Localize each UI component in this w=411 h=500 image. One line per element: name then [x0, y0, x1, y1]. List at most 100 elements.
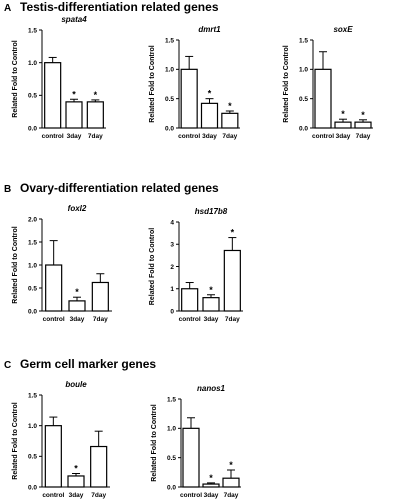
- chart-6-sig-star-2: *: [229, 460, 233, 470]
- chart-6-bar-1: [202, 483, 220, 488]
- chart-1-bar-0: [180, 68, 198, 129]
- chart-4-bar-2: [223, 249, 241, 312]
- chart-1-xtick-label-2: 7day: [222, 133, 237, 140]
- chart-3-ytick-label: 0.0: [28, 308, 37, 315]
- chart-2-sig-star-1: *: [341, 109, 345, 119]
- chart-2-title: soxE: [333, 25, 353, 34]
- section-c-letter: C: [4, 360, 11, 371]
- chart-6-ylabel: Related Fold to Control: [151, 404, 158, 481]
- chart-4-ylabel: Related Fold to Control: [149, 228, 156, 305]
- chart-5-ytick-label: 1.5: [28, 392, 37, 399]
- chart-2-bar-2: [354, 121, 372, 129]
- chart-0-xtick-label-2: 7day: [88, 133, 103, 140]
- chart-0-ytick-label: 1.5: [28, 27, 37, 34]
- chart-2-bar-1: [334, 121, 352, 129]
- chart-0-ytick-label: 0.5: [28, 93, 37, 100]
- chart-2-ytick-label: 1.5: [299, 37, 308, 44]
- chart-4-ytick-label: 1: [170, 286, 174, 293]
- chart-2-ylabel: Related Fold to Control: [283, 45, 290, 122]
- chart-4-xtick-label-0: control: [179, 316, 201, 323]
- chart-6-xtick-label-0: control: [180, 492, 202, 499]
- chart-4-bar-1: [202, 297, 220, 312]
- chart-1-sig-star-1: *: [208, 89, 212, 99]
- chart-3-xtick-label-0: control: [43, 316, 65, 323]
- chart-0-xtick-label-0: control: [42, 133, 64, 140]
- chart-3-title: foxl2: [68, 204, 87, 213]
- chart-6-bar-2: [222, 477, 240, 488]
- chart-2-ytick-label: 0.0: [299, 125, 308, 132]
- chart-5-xtick-label-2: 7day: [91, 492, 106, 499]
- chart-5-ylabel: Related Fold to Control: [12, 402, 19, 479]
- chart-4-xtick-label-2: 7day: [225, 316, 240, 323]
- chart-3-bar-0: [45, 264, 63, 312]
- chart-1-ytick-label: 0.5: [165, 96, 174, 103]
- chart-6-ytick-label: 0.5: [167, 455, 176, 462]
- chart-3-xtick-label-2: 7day: [93, 316, 108, 323]
- chart-3-bar-2: [91, 281, 109, 312]
- chart-1-ylabel: Related Fold to Control: [149, 45, 156, 122]
- chart-3-ylabel: Related Fold to Control: [12, 226, 19, 303]
- chart-0-bar-1: [65, 101, 83, 129]
- section-b-title: Ovary-differentiation related genes: [20, 181, 219, 195]
- chart-5-sig-star-1: *: [74, 464, 78, 474]
- section-b-letter: B: [4, 184, 11, 195]
- chart-6-ytick-label: 0.0: [167, 484, 176, 491]
- chart-2-ytick-label: 0.5: [299, 96, 308, 103]
- chart-0-ytick-label: 0.0: [28, 125, 37, 132]
- chart-1-xtick-label-0: control: [178, 133, 200, 140]
- chart-3-ytick-label: 1.5: [28, 239, 37, 246]
- chart-0-title: spata4: [61, 15, 87, 24]
- chart-2-bar-0: [314, 68, 332, 129]
- chart-1-bar-2: [221, 112, 239, 129]
- chart-5-xtick-label-0: control: [42, 492, 64, 499]
- chart-6-ytick-label: 1.5: [167, 396, 176, 403]
- chart-4-title: hsd17b8: [195, 207, 228, 216]
- chart-0-bar-2: [86, 101, 104, 129]
- chart-5-ytick-label: 0.0: [28, 484, 37, 491]
- chart-1-sig-star-2: *: [228, 101, 232, 111]
- chart-3-xtick-label-1: 3day: [70, 316, 85, 323]
- chart-0-bar-0: [44, 62, 62, 129]
- chart-1-title: dmrt1: [198, 25, 221, 34]
- chart-5-xtick-label-1: 3day: [69, 492, 84, 499]
- chart-2-xtick-label-0: control: [312, 133, 334, 140]
- chart-4-ytick-label: 2: [170, 264, 174, 271]
- chart-6-sig-star-1: *: [209, 473, 213, 483]
- chart-5-bar-2: [90, 445, 108, 488]
- chart-2-xtick-label-2: 7day: [356, 133, 371, 140]
- chart-6-title: nanos1: [197, 384, 226, 393]
- chart-1-ytick-label: 1.5: [165, 37, 174, 44]
- chart-2-xtick-label-1: 3day: [336, 133, 351, 140]
- chart-0-ylabel: Related Fold to Control: [12, 40, 19, 117]
- chart-6-ytick-label: 1.0: [167, 426, 176, 433]
- chart-4-ytick-label: 4: [170, 219, 174, 226]
- chart-3-ytick-label: 1.0: [28, 262, 37, 269]
- section-c-title: Germ cell marker genes: [20, 357, 156, 371]
- chart-5-ytick-label: 0.5: [28, 454, 37, 461]
- chart-1-bar-1: [200, 102, 219, 129]
- chart-4-sig-star-2: *: [231, 228, 235, 238]
- chart-6-bar-0: [182, 427, 200, 488]
- section-a-letter: A: [4, 3, 11, 14]
- chart-4-ytick-label: 3: [170, 242, 174, 249]
- chart-0-sig-star-1: *: [72, 89, 76, 99]
- chart-3-ytick-label: 2.0: [28, 216, 37, 223]
- chart-4-ytick-label: 0: [170, 308, 174, 315]
- chart-6-xtick-label-1: 3day: [204, 492, 219, 499]
- chart-3-ytick-label: 0.5: [28, 285, 37, 292]
- chart-1-xtick-label-1: 3day: [202, 133, 217, 140]
- chart-1-ytick-label: 0.0: [165, 125, 174, 132]
- chart-5-bar-0: [44, 425, 62, 488]
- chart-5-bar-1: [67, 475, 85, 488]
- chart-0-ytick-label: 1.0: [28, 60, 37, 67]
- chart-6-xtick-label-2: 7day: [224, 492, 239, 499]
- chart-0-xtick-label-1: 3day: [67, 133, 82, 140]
- chart-3-sig-star-1: *: [75, 287, 79, 297]
- chart-2-sig-star-2: *: [361, 110, 365, 120]
- chart-2-ytick-label: 1.0: [299, 67, 308, 74]
- chart-4-bar-0: [181, 288, 199, 312]
- chart-5-title: boule: [65, 380, 87, 389]
- chart-4-xtick-label-1: 3day: [204, 316, 219, 323]
